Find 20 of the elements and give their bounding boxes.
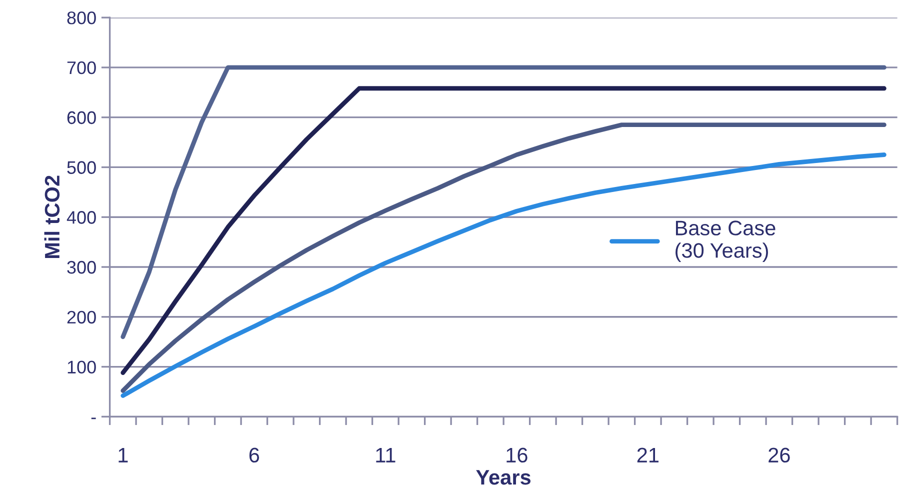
x-tick-label: 26 [768, 448, 790, 463]
x-tick-label: 16 [506, 448, 528, 463]
x-tick-label: 11 [376, 448, 396, 462]
line-series [120, 86, 886, 375]
x-tick-label: 6 [249, 448, 260, 463]
y-tick-label: 700 [67, 61, 96, 74]
x-axis-title: Years [476, 470, 531, 485]
y-tick-label: - [91, 418, 96, 420]
y-axis-title: Mil tCO2 [44, 176, 60, 258]
x-tick-label: 1 [118, 448, 128, 462]
x-tick-label: 21 [637, 448, 658, 462]
y-tick-label: 300 [67, 260, 96, 274]
y-tick-label: 100 [68, 360, 96, 374]
y-tick-label: 400 [66, 211, 96, 224]
y-tick-label: 200 [67, 310, 96, 324]
y-tick-label: 600 [67, 111, 96, 124]
line-series [120, 65, 886, 340]
legend-label: Base Case (30 Years) [676, 220, 776, 262]
y-tick-label: 500 [67, 161, 96, 174]
y-tick-label: 800 [67, 12, 96, 24]
